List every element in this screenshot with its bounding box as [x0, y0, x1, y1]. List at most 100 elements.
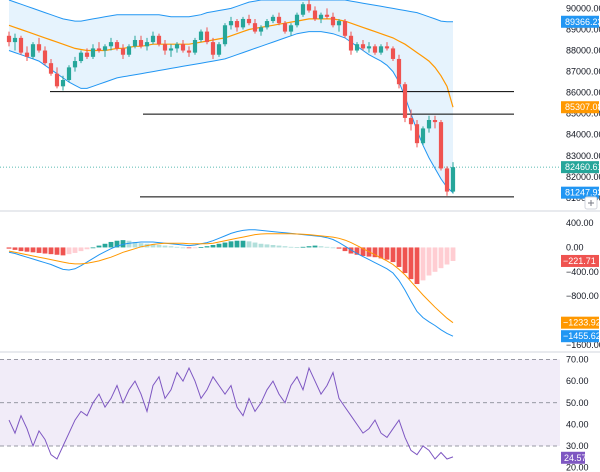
candle-body: [408, 117, 414, 125]
macd-histogram-bar: [210, 245, 216, 248]
macd-histogram-bar: [114, 240, 120, 248]
candle-body: [42, 50, 48, 64]
candle-body: [372, 46, 378, 53]
candle: [288, 23, 294, 36]
macd-histogram-bar: [282, 246, 288, 248]
macd-histogram-bar: [300, 246, 306, 248]
candle-body: [330, 16, 336, 26]
candle: [450, 162, 456, 194]
candle-body: [72, 61, 78, 68]
candle-body: [426, 120, 432, 129]
candle-body: [384, 46, 390, 49]
macd-histogram-bar: [174, 246, 180, 248]
rsi-line: [8, 366, 454, 460]
price-badge-label: 85307.08: [565, 102, 600, 112]
macd-axis[interactable]: 400.00 0.00 −400.00 −800.00 −1600.00 −221.71 −…: [561, 218, 600, 350]
price-badge-label: 82460.61: [565, 162, 600, 172]
signal-line: [8, 233, 454, 324]
candle: [12, 33, 18, 51]
candle: [360, 40, 366, 51]
candle-body: [114, 42, 120, 49]
candle: [108, 37, 114, 51]
candle-body: [258, 27, 264, 32]
candle: [396, 54, 402, 89]
candle: [276, 12, 282, 26]
candle: [426, 115, 432, 133]
candle: [306, 0, 312, 13]
rsi-tick-label: 20.00: [566, 463, 589, 472]
candle: [336, 18, 342, 32]
candle: [84, 48, 90, 59]
candle-body: [60, 80, 66, 87]
candle: [354, 42, 360, 53]
macd-histogram-bar: [264, 244, 270, 248]
candle: [402, 82, 408, 123]
candle: [408, 109, 414, 131]
macd-line: [8, 229, 454, 337]
candle: [18, 35, 24, 55]
rsi-panel[interactable]: [0, 359, 560, 460]
macd-histogram-bar: [426, 247, 432, 276]
candle-body: [336, 21, 342, 26]
macd-badge-label: −221.71: [563, 256, 596, 266]
candle: [420, 126, 426, 146]
candle-body: [300, 4, 306, 15]
rsi-tick-label: 70.00: [566, 354, 589, 364]
macd-histogram-bar: [450, 247, 456, 261]
candle-body: [270, 16, 276, 22]
price-axis[interactable]: 90000.00 89000.00 88000.00 87000.00 86000.00…: [561, 3, 600, 203]
candle-body: [402, 84, 408, 118]
candle: [216, 42, 222, 57]
macd-tick-label: −800.00: [566, 291, 599, 301]
macd-histogram-bar: [408, 247, 414, 280]
candle-body: [108, 42, 114, 47]
price-tick-label: 86000.00: [566, 88, 600, 98]
candle-body: [24, 52, 30, 57]
macd-histogram-bar: [120, 240, 126, 248]
macd-histogram-bar: [330, 247, 336, 249]
candle-body: [354, 44, 360, 51]
candle: [246, 14, 252, 26]
macd-histogram-bar: [72, 247, 78, 253]
settings-icon[interactable]: [584, 196, 598, 210]
macd-histogram-bar: [432, 247, 438, 272]
macd-panel[interactable]: [6, 229, 456, 337]
candle: [264, 18, 270, 30]
candle-body: [30, 44, 36, 57]
macd-histogram-bar: [60, 247, 66, 256]
macd-histogram-bar: [348, 247, 354, 254]
candle: [342, 18, 348, 38]
macd-histogram-bar: [204, 246, 210, 248]
candle-body: [78, 52, 84, 62]
candle-body: [306, 4, 312, 11]
candle-body: [444, 168, 450, 192]
macd-histogram-bar: [30, 247, 36, 253]
macd-tick-label: 400.00: [566, 218, 594, 228]
candle-body: [318, 14, 324, 19]
macd-badge: [561, 316, 599, 329]
candle-body: [36, 44, 42, 51]
candle: [210, 37, 216, 59]
candle-body: [234, 21, 240, 28]
candle: [192, 37, 198, 55]
candle-body: [246, 18, 252, 24]
candle-body: [420, 128, 426, 144]
macd-histogram-bar: [342, 247, 348, 252]
macd-histogram-bar: [48, 247, 54, 255]
candle: [186, 46, 192, 57]
candle-body: [126, 46, 132, 55]
candle-body: [366, 46, 372, 49]
candle: [114, 40, 120, 51]
macd-histogram-bar: [54, 247, 60, 255]
price-panel[interactable]: [0, 0, 560, 198]
candle-body: [240, 18, 246, 28]
candle: [258, 25, 264, 36]
candle-body: [12, 37, 18, 43]
candle: [36, 37, 42, 53]
candle: [66, 65, 72, 83]
macd-histogram-bar: [438, 247, 444, 269]
macd-histogram-bar: [336, 247, 342, 249]
macd-histogram-bar: [234, 240, 240, 248]
